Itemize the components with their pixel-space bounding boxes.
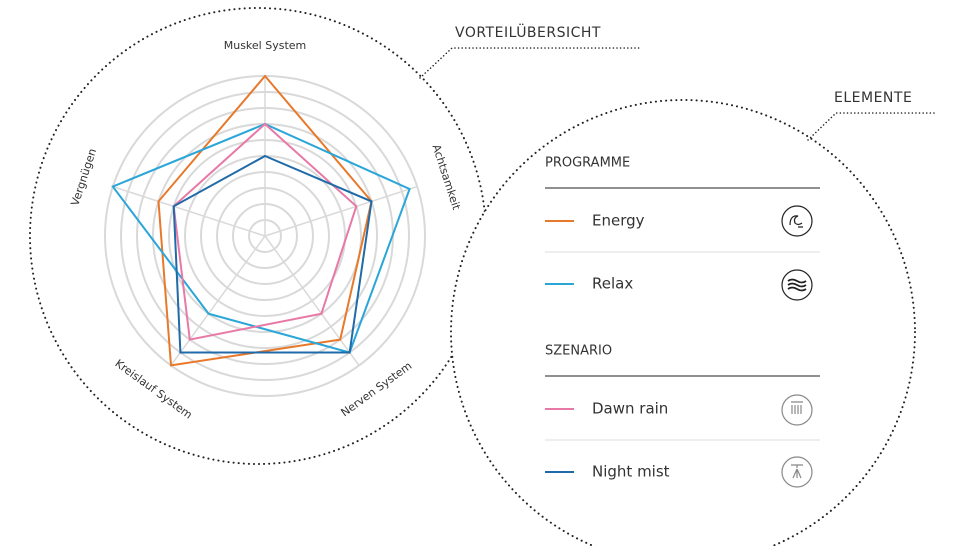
legend-label: Energy — [592, 212, 645, 230]
legend-group-title: SZENARIO — [545, 344, 612, 359]
callout-line — [419, 47, 643, 79]
legend-label: Relax — [592, 275, 633, 293]
series-polygon — [172, 154, 373, 354]
icon — [789, 215, 803, 228]
icon — [781, 269, 813, 301]
axis-label: Achtsamkeit — [429, 143, 463, 212]
spoke — [264, 185, 418, 237]
axis-label: Nerven System — [338, 359, 414, 419]
axis-label: Muskel System — [224, 39, 307, 52]
icon — [781, 205, 813, 237]
legend-label: Dawn rain — [592, 400, 668, 418]
series-polygon — [172, 122, 358, 341]
callout-line — [807, 112, 936, 141]
radar: Muskel System Achtsamkeit Nerven System Kre… — [68, 39, 463, 422]
legend-label: Night mist — [592, 463, 670, 481]
series-polygon — [111, 122, 411, 354]
outline-circle — [450, 99, 916, 550]
icon — [781, 394, 813, 426]
legend-group-title: PROGRAMME — [545, 156, 630, 171]
annotation: ELEMENTE — [834, 90, 912, 106]
icon — [781, 456, 813, 488]
spoke — [264, 235, 360, 366]
annotation: VORTEILÜBERSICHT — [455, 23, 601, 41]
spoke — [112, 185, 266, 237]
icon — [791, 401, 803, 414]
icon — [787, 278, 807, 292]
spoke — [170, 235, 266, 366]
icon — [791, 464, 803, 479]
axis-label: Kreislauf System — [112, 357, 194, 422]
axis-label: Vergnügen — [68, 147, 99, 208]
